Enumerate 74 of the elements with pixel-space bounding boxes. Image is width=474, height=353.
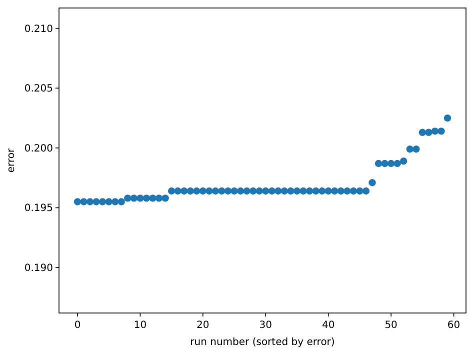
point [280,187,288,195]
point [155,194,163,202]
y-axis-title: error [6,148,17,173]
point [98,198,106,206]
point [350,187,358,195]
point [293,187,301,195]
point [381,160,388,168]
point [174,187,182,195]
point [356,187,364,195]
point [406,146,414,153]
point [412,146,420,153]
point [124,194,132,202]
point [249,187,257,195]
point [80,198,88,206]
point [168,187,176,195]
point [243,187,250,195]
point [149,194,156,202]
point [193,187,200,195]
y-tick-label: 0.205 [24,84,53,95]
point [74,198,82,206]
point [206,187,213,195]
x-axis-title: run number (sorted by error) [190,337,335,348]
point [142,194,150,202]
point [287,187,294,195]
point [438,128,445,135]
point [425,128,432,136]
point [344,187,351,195]
point [331,187,338,195]
point [431,128,439,135]
point [86,198,94,206]
point [186,187,194,195]
y-tick-label: 0.210 [24,24,53,35]
point [162,194,169,202]
y-tick-label: 0.200 [24,143,53,154]
point [262,187,270,195]
point [374,160,382,168]
point [112,198,119,206]
y-tick-label: 0.190 [24,263,53,274]
x-tick-label: 50 [384,320,398,331]
point [318,187,326,195]
point [256,187,263,195]
point [300,187,307,195]
point [312,187,320,195]
point [180,187,188,195]
point [394,160,401,168]
point [387,160,395,168]
point [136,194,144,202]
point [418,128,426,136]
point [130,194,138,202]
point [92,198,100,206]
x-tick-label: 10 [134,320,147,331]
point [400,158,408,165]
x-tick-label: 60 [447,320,460,331]
point [118,198,125,206]
point [362,187,370,195]
point [337,187,344,195]
point [444,114,452,122]
point [324,187,332,195]
point [212,187,220,195]
x-tick-label: 40 [322,320,335,331]
x-tick-label: 30 [259,320,272,331]
point [306,187,314,195]
y-tick-label: 0.195 [24,203,53,214]
point [230,187,238,195]
point [236,187,244,195]
point [274,187,282,195]
point [224,187,232,195]
point [368,179,376,186]
point [105,198,112,206]
point [199,187,207,195]
point [218,187,226,195]
point [268,187,276,195]
x-tick-label: 20 [196,320,210,331]
x-tick-label: 0 [74,320,81,331]
